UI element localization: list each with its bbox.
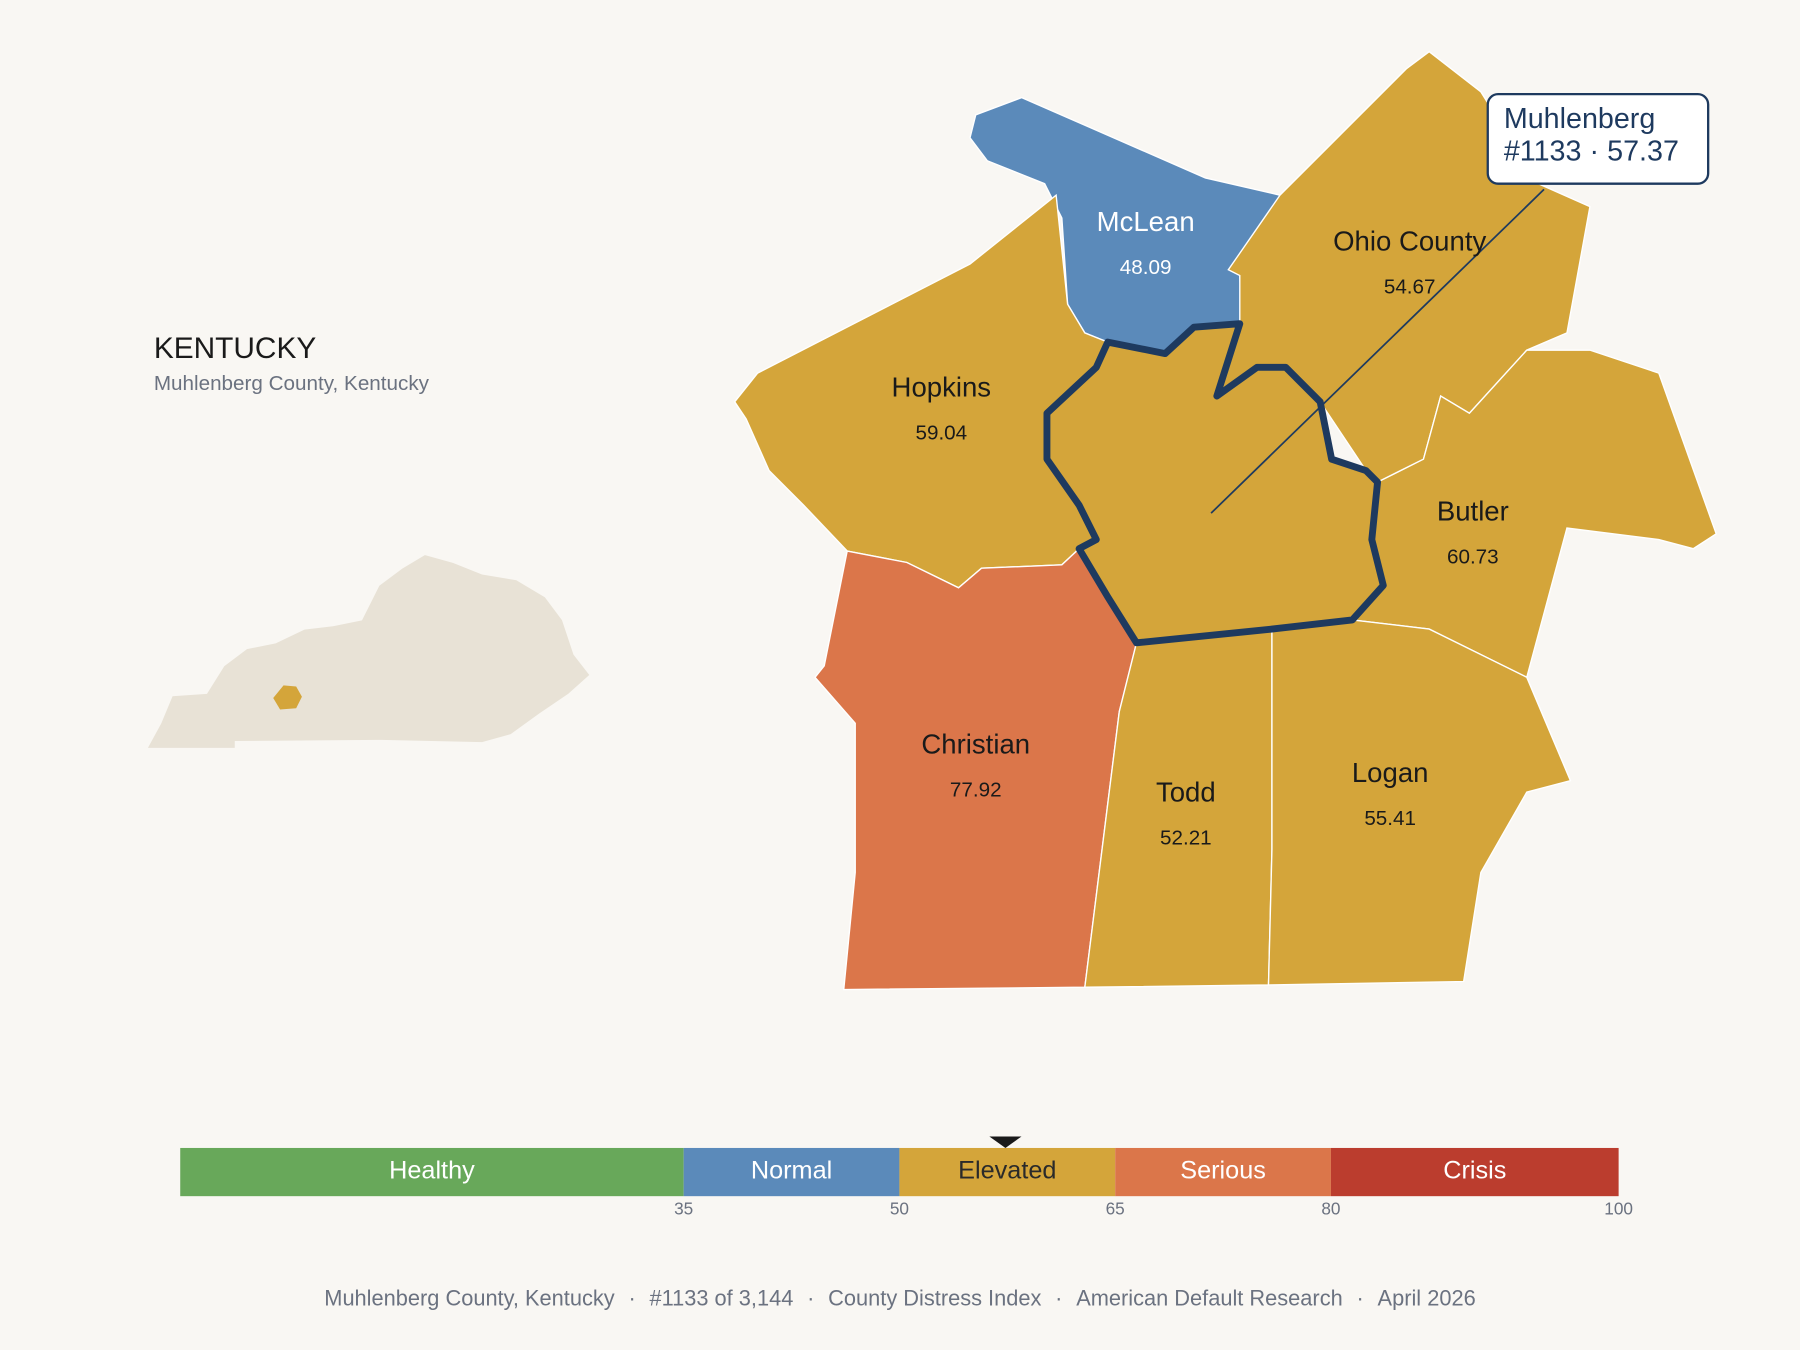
county-value: 52.21 xyxy=(1160,827,1212,850)
state-subtitle: Muhlenberg County, Kentucky xyxy=(154,372,430,395)
legend-band xyxy=(683,1147,900,1197)
kentucky-shape xyxy=(145,553,591,750)
county-name: McLean xyxy=(1097,206,1195,237)
callout-separator: · xyxy=(1590,135,1600,167)
selected-county xyxy=(1043,320,1387,647)
callout: Muhlenberg #1133 · 57.37 xyxy=(1486,92,1710,185)
county-value: 54.67 xyxy=(1384,276,1436,299)
footer-separator: · xyxy=(1055,1285,1062,1310)
county-name: Butler xyxy=(1437,495,1509,526)
inset-highlight xyxy=(273,685,302,710)
footer-separator: · xyxy=(1357,1285,1364,1310)
footer-item: County Distress Index xyxy=(828,1285,1041,1310)
legend-label: Healthy xyxy=(389,1157,475,1185)
footer-separator: · xyxy=(807,1285,814,1310)
county-name: Logan xyxy=(1352,757,1429,788)
county-name: Ohio County xyxy=(1333,226,1486,257)
county xyxy=(1267,619,1572,986)
legend-tick-label: 100 xyxy=(1604,1198,1633,1218)
counties xyxy=(733,50,1718,991)
footer-item: Muhlenberg County, Kentucky xyxy=(324,1285,614,1310)
county-name: Todd xyxy=(1156,777,1216,808)
legend-tick-label: 50 xyxy=(890,1198,909,1218)
county-value: 59.04 xyxy=(915,421,967,444)
legend-band xyxy=(180,1147,684,1197)
footer-item: April 2026 xyxy=(1378,1285,1476,1310)
county-name: Christian xyxy=(921,728,1030,759)
county-value: 48.09 xyxy=(1120,256,1172,279)
county-value: 77.92 xyxy=(950,778,1002,801)
footer: Muhlenberg County, Kentucky · #1133 of 3,1… xyxy=(324,1285,1475,1310)
legend-tick-label: 35 xyxy=(674,1198,693,1218)
callout-box xyxy=(1486,92,1710,185)
callout-rank: #1133 xyxy=(1504,135,1582,167)
county-value: 60.73 xyxy=(1447,545,1499,568)
state-inset xyxy=(145,553,591,750)
legend-band xyxy=(899,1147,1116,1197)
legend-band xyxy=(1115,1147,1331,1197)
footer-separator: · xyxy=(628,1285,635,1310)
footer-item: #1133 of 3,144 xyxy=(650,1285,794,1310)
legend-band xyxy=(1330,1147,1619,1197)
state-title: KENTUCKY xyxy=(154,332,317,365)
legend-label: Serious xyxy=(1180,1157,1266,1185)
callout-detail: #1133 · 57.37 xyxy=(1504,135,1679,167)
county-name: Hopkins xyxy=(892,371,992,402)
legend-label: Crisis xyxy=(1443,1157,1506,1185)
callout-leader xyxy=(1210,188,1545,514)
legend-label: Normal xyxy=(751,1157,832,1185)
callout-name: Muhlenberg xyxy=(1504,103,1656,135)
legend-tick-label: 65 xyxy=(1106,1198,1125,1218)
county xyxy=(814,547,1138,991)
legend: Healthy Normal Elevated Serious Crisis 35 50 65… xyxy=(180,1136,1633,1218)
county-value: 55.41 xyxy=(1364,807,1416,830)
legend-tick-label: 80 xyxy=(1321,1198,1340,1218)
footer-item: American Default Research xyxy=(1076,1285,1343,1310)
callout-value: 57.37 xyxy=(1607,135,1679,167)
legend-label: Elevated xyxy=(958,1157,1056,1185)
value-marker xyxy=(989,1136,1022,1148)
